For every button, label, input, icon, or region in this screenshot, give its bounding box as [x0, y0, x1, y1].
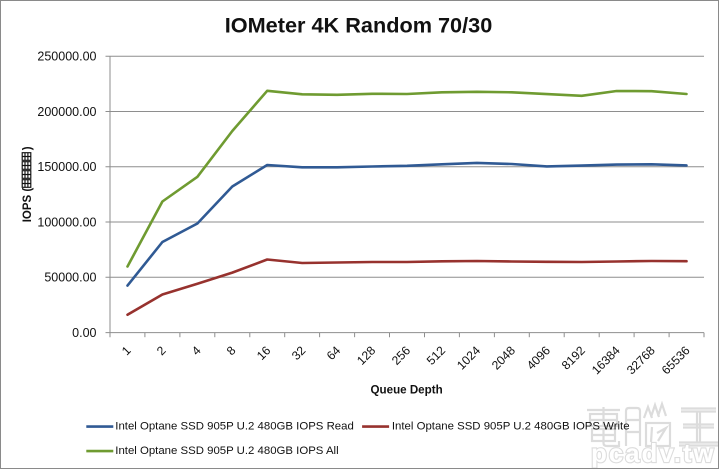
svg-text:100000.00: 100000.00 [37, 215, 96, 229]
svg-text:IOPS (: IOPS ( [22, 188, 34, 223]
svg-text:50000.00: 50000.00 [44, 271, 96, 285]
svg-text:Intel Optane SSD 905P U.2 480G: Intel Optane SSD 905P U.2 480GB IOPS All [115, 445, 338, 457]
svg-text:150000.00: 150000.00 [37, 160, 96, 174]
svg-text:200000.00: 200000.00 [37, 105, 96, 119]
svg-text:250000.00: 250000.00 [37, 50, 96, 64]
svg-text:0.00: 0.00 [72, 326, 96, 340]
svg-text:IOMeter 4K Random 70/30: IOMeter 4K Random 70/30 [225, 13, 493, 38]
svg-text:pcadv.tw: pcadv.tw [591, 438, 716, 468]
svg-text:Queue Depth: Queue Depth [371, 384, 443, 397]
svg-text:): ) [22, 146, 34, 150]
svg-text:Intel Optane SSD 905P U.2 480G: Intel Optane SSD 905P U.2 480GB IOPS Wri… [392, 421, 630, 433]
svg-text:Intel Optane SSD 905P U.2 480G: Intel Optane SSD 905P U.2 480GB IOPS Rea… [115, 421, 354, 433]
